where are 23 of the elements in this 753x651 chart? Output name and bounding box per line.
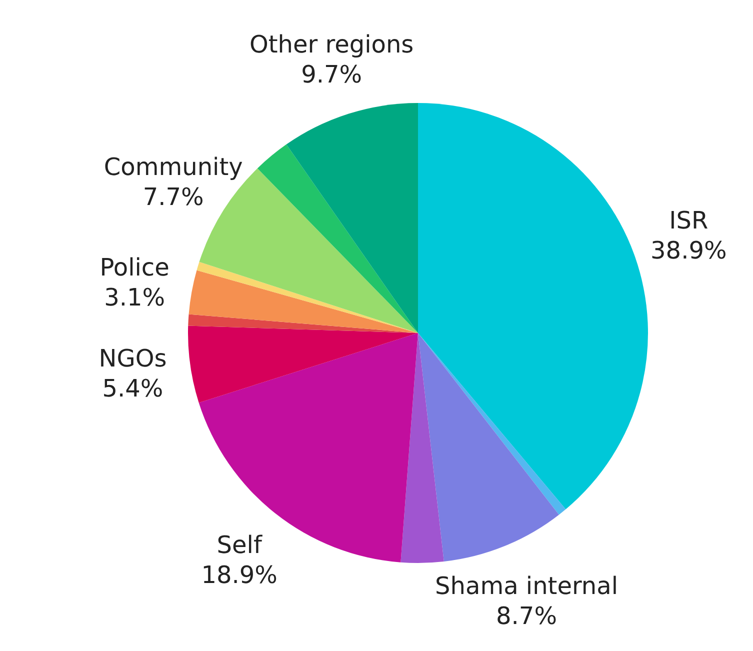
slice-label: Police	[100, 254, 170, 282]
data-label: 7.7%	[142, 182, 204, 211]
slice-label: Self	[216, 530, 262, 559]
data-label: 9.7%	[301, 60, 362, 88]
pie-slice	[418, 103, 648, 510]
slice-label: Community	[104, 152, 243, 181]
data-label: 3.1%	[104, 284, 166, 312]
pie-slice	[418, 333, 566, 515]
slice-label: NGOs	[98, 344, 167, 373]
slice-label: ISR	[669, 206, 708, 235]
pie-slice	[257, 144, 418, 333]
slice-label: Shama internal	[435, 572, 618, 600]
data-label: 5.4%	[102, 374, 164, 403]
pie-slice	[286, 103, 418, 333]
data-label: 38.9%	[650, 236, 727, 265]
pie-slice	[418, 333, 559, 562]
slice-label: Other regions	[249, 30, 414, 58]
data-label: 18.9%	[201, 560, 278, 589]
pie-slice	[198, 333, 418, 562]
data-label: 8.7%	[496, 602, 558, 630]
pie-slice	[400, 333, 444, 563]
pie-slice	[188, 314, 418, 333]
pie-slice	[188, 326, 418, 403]
